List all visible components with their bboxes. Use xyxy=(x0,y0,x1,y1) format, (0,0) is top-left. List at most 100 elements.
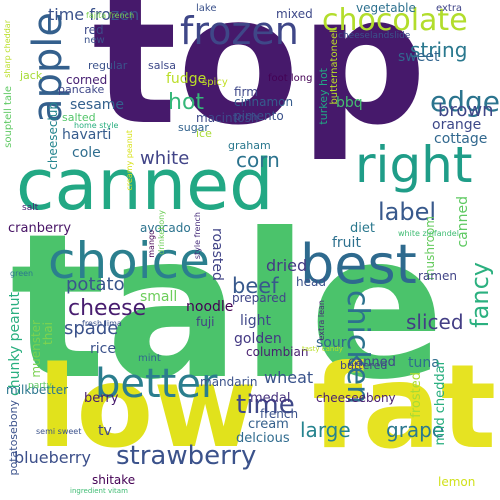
word: pimento xyxy=(234,109,284,123)
word: cheese xyxy=(68,296,147,321)
word: spade xyxy=(64,318,119,339)
word: label xyxy=(378,198,437,226)
word: better xyxy=(95,361,218,407)
word: dried xyxy=(266,256,308,275)
word: potato xyxy=(66,274,125,295)
word: large xyxy=(300,418,351,442)
word: time xyxy=(236,390,295,420)
word: jack xyxy=(20,69,43,82)
word: ramen xyxy=(418,269,457,283)
word: top xyxy=(92,0,427,164)
word: mango xyxy=(147,230,156,258)
word: extra lean xyxy=(317,300,326,341)
word: cranberry xyxy=(8,221,72,236)
word: fuji xyxy=(196,315,215,329)
word: tv xyxy=(98,423,112,439)
word: right xyxy=(355,136,473,194)
word: sweet xyxy=(398,49,440,65)
word: prepared xyxy=(232,291,287,305)
word: tasty candy xyxy=(302,345,343,353)
word: shitake xyxy=(92,473,136,487)
word: buttered xyxy=(340,359,388,372)
word: tuna xyxy=(408,355,440,371)
word: delcious xyxy=(236,431,290,446)
word: string xyxy=(410,38,468,62)
word: fajita french xyxy=(86,11,135,20)
word: red xyxy=(84,23,104,37)
word: sugar xyxy=(178,121,209,134)
word: milkbetter xyxy=(6,383,69,397)
word: beef xyxy=(232,274,279,298)
word: white xyxy=(140,148,190,169)
word: hot xyxy=(168,90,205,115)
word: sliced xyxy=(406,310,464,334)
word: cheeselandslide xyxy=(338,31,411,41)
word: souptell tale xyxy=(3,86,14,148)
word: fruit xyxy=(332,235,361,251)
word: roasted xyxy=(209,228,225,281)
word: drinkebony xyxy=(157,210,166,255)
word: party xyxy=(28,381,52,391)
word: small xyxy=(140,289,178,305)
word: frozen xyxy=(180,9,299,53)
word: green xyxy=(10,269,34,278)
word: butternatoneel xyxy=(329,30,340,105)
word: cheeseclub xyxy=(46,102,60,170)
word: white zinfandel xyxy=(398,229,459,238)
word: regular xyxy=(88,59,128,72)
word: ingredient vitam xyxy=(70,487,128,495)
word: chocolate xyxy=(322,3,468,38)
word: canned xyxy=(455,196,471,248)
word: mint xyxy=(138,353,161,364)
word: chicken xyxy=(340,290,375,405)
word: salt xyxy=(22,203,39,213)
word: time frozen xyxy=(48,5,140,24)
word: havarti xyxy=(62,127,112,143)
word: canned xyxy=(16,144,274,226)
word: thai xyxy=(41,322,55,345)
word: salted xyxy=(62,111,96,124)
word: wheat xyxy=(264,368,314,387)
word: mandarin xyxy=(200,375,258,389)
word: orange xyxy=(432,117,482,133)
word: avocado xyxy=(140,221,191,235)
word: potatosebony xyxy=(7,400,20,476)
word: fancy xyxy=(466,262,494,328)
word: spicy xyxy=(202,77,228,88)
word: bbq xyxy=(336,95,363,111)
word: fresh lima xyxy=(82,319,122,328)
word: french xyxy=(260,407,299,421)
word: cheeseebony xyxy=(316,391,396,405)
word: pancake xyxy=(58,83,105,96)
word: corned xyxy=(66,73,108,87)
word: berry xyxy=(84,391,119,406)
word: foot long xyxy=(268,73,313,84)
word: diet xyxy=(350,221,375,236)
word: sesame xyxy=(70,97,125,113)
word: creamy peanut xyxy=(125,130,134,191)
word: rice xyxy=(90,341,116,357)
word: fat xyxy=(312,340,497,475)
word: noodle xyxy=(186,299,234,315)
word: cinnamon xyxy=(234,95,294,109)
word: new xyxy=(84,35,105,46)
word: style french xyxy=(193,212,202,260)
word: lemon xyxy=(438,475,476,489)
word: mild cheddar xyxy=(433,360,448,446)
word: low xyxy=(38,343,257,473)
word: golden xyxy=(234,331,282,347)
word: brown xyxy=(438,100,494,121)
word: medal xyxy=(250,391,291,406)
word: blueberry xyxy=(14,448,91,467)
word: ice xyxy=(196,127,212,140)
word: canned xyxy=(348,355,396,370)
word: turkey hot xyxy=(317,68,330,125)
word: choice xyxy=(48,232,210,290)
word: chunky peanut xyxy=(7,292,23,396)
word: corn xyxy=(236,148,280,172)
word: cole xyxy=(72,145,101,161)
word: best xyxy=(300,233,417,296)
word: head xyxy=(296,275,326,289)
word: macintosh xyxy=(196,111,259,125)
